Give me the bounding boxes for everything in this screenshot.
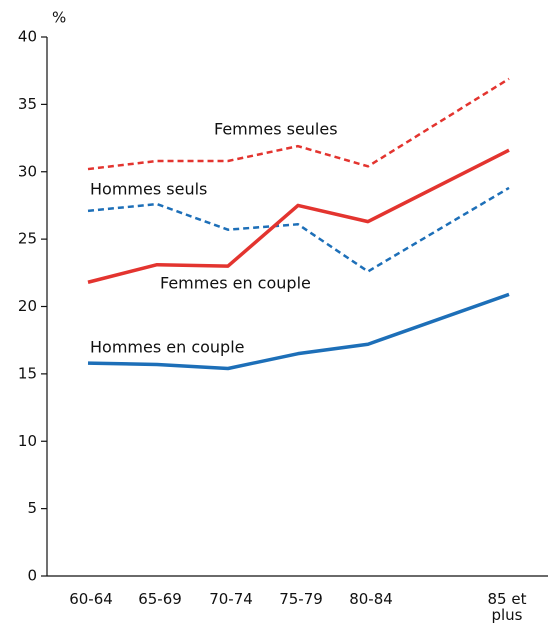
y-tick-label: 35 [18,95,37,113]
y-tick-label: 5 [27,499,37,517]
y-tick-label: 15 [18,364,37,382]
y-tick-label: 10 [18,432,37,450]
y-tick-label: 30 [18,162,37,180]
x-tick-label: 85 et plus [487,590,527,624]
x-tick-label: 60-64 [69,590,113,608]
x-tick-label: 65-69 [138,590,182,608]
y-tick-label: 40 [18,28,37,46]
series-line [87,186,510,273]
series-label: Femmes seules [214,120,338,139]
series-label: Femmes en couple [160,274,311,293]
x-tick-label: 70-74 [209,590,253,608]
series-label: Hommes seuls [90,180,207,199]
series-line [87,77,510,171]
y-tick-label: 0 [27,567,37,585]
y-tick-label: 20 [18,297,37,315]
x-tick-label: 75-79 [279,590,323,608]
series-label: Hommes en couple [90,338,245,357]
series-line [87,148,510,284]
y-axis-unit: % [52,9,66,27]
x-tick-label: 80-84 [349,590,393,608]
series-line [87,292,510,371]
y-tick-label: 25 [18,230,37,248]
